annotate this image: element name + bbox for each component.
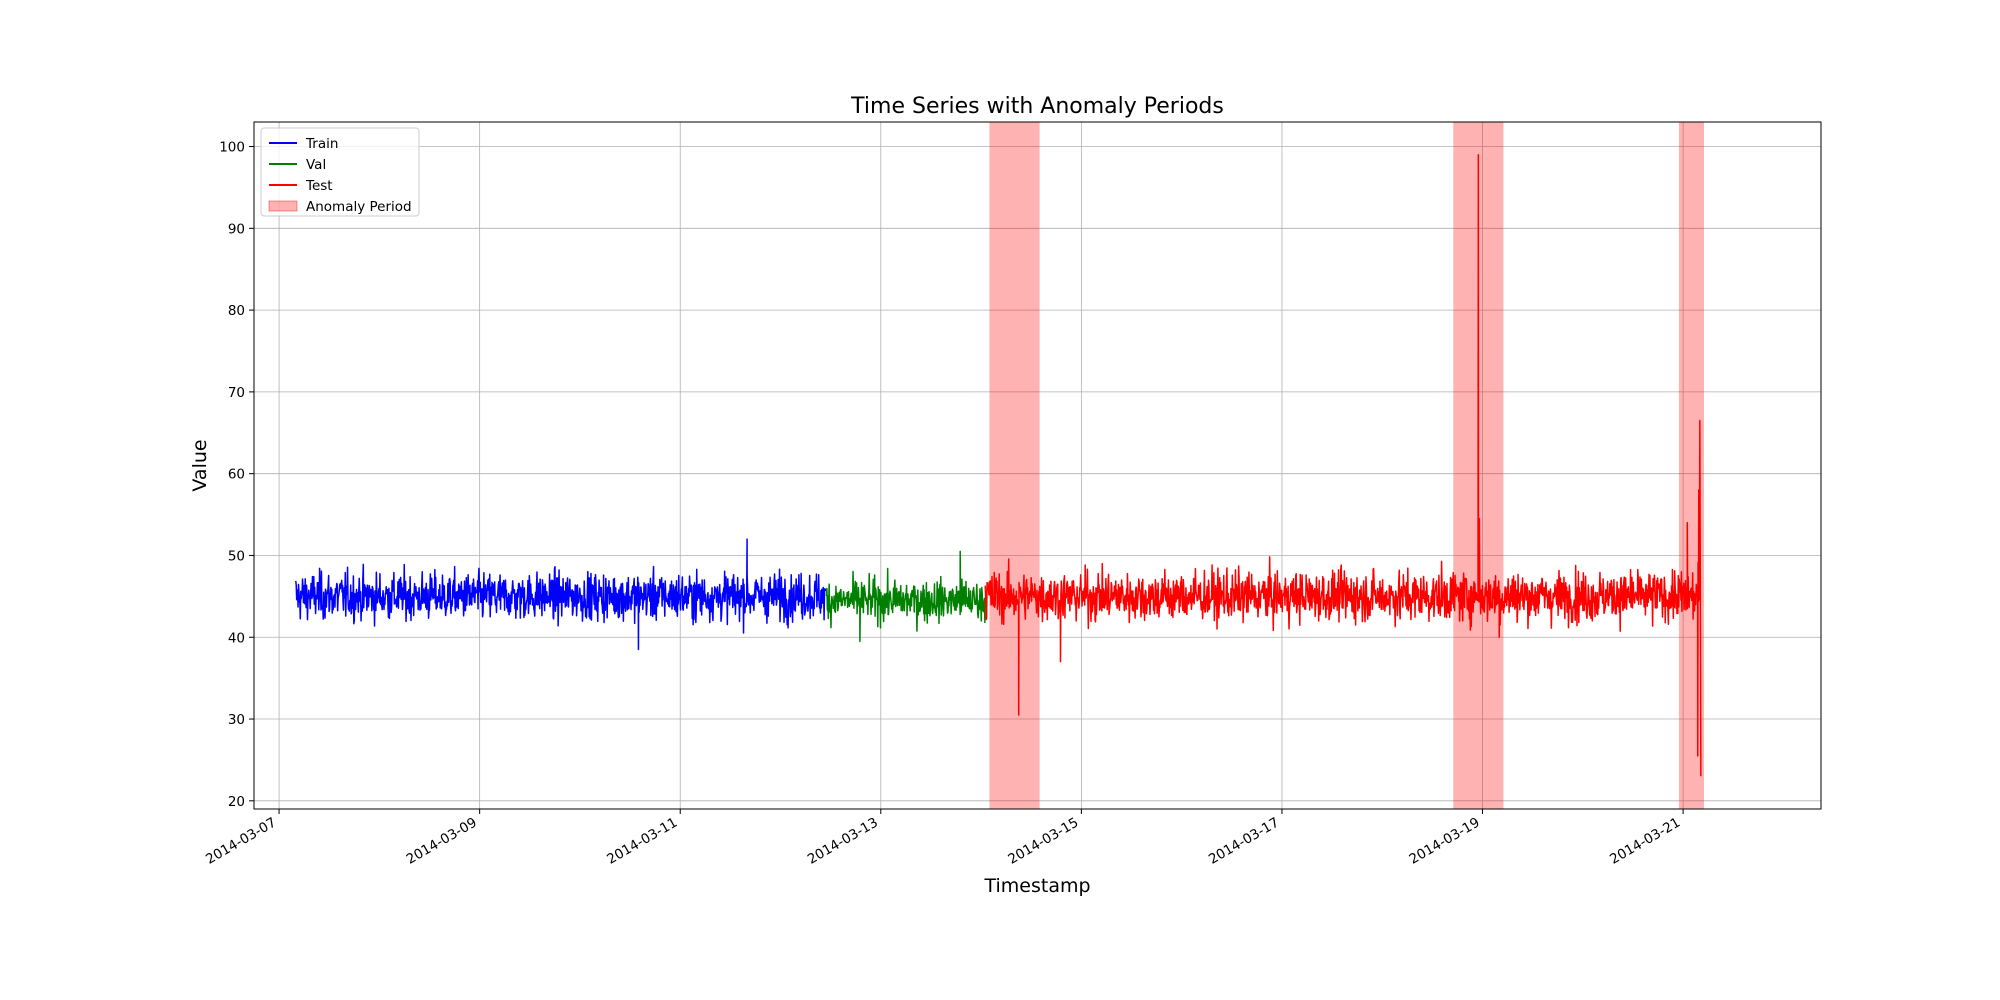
y-tick-label: 30 [228, 712, 245, 728]
y-tick-label: 60 [228, 467, 245, 483]
y-tick-label: 80 [228, 303, 245, 319]
legend-label: Train [305, 136, 338, 152]
y-tick-label: 50 [228, 548, 245, 564]
y-tick-label: 70 [228, 385, 245, 401]
x-tick-label: 2014-03-13 [805, 815, 881, 868]
legend: Train Val Test Anomaly Period [260, 127, 420, 217]
y-tick-label: 20 [228, 794, 245, 810]
x-axis-ticks: 2014-03-07 2014-03-09 2014-03-11 2014-03-13… [203, 809, 1684, 868]
x-tick-label: 2014-03-19 [1407, 815, 1483, 868]
legend-box [260, 127, 420, 217]
x-tick-label: 2014-03-11 [604, 815, 680, 868]
chart-title: Time Series with Anomaly Periods [850, 94, 1224, 119]
series-line-val [825, 550, 986, 643]
plot-frame [253, 121, 1822, 810]
x-tick-label: 2014-03-15 [1005, 815, 1081, 868]
x-tick-label: 2014-03-09 [404, 815, 480, 868]
y-axis-ticks: 20 30 40 50 60 70 80 90 100 [219, 140, 254, 810]
legend-label: Anomaly Period [306, 199, 412, 215]
series-line-train [295, 538, 828, 651]
legend-swatch-anomaly [268, 200, 298, 212]
y-tick-label: 40 [228, 630, 245, 646]
grid-lines [254, 122, 1821, 809]
series-line-test [984, 153, 1702, 777]
y-tick-label: 90 [228, 221, 245, 237]
anomaly-periods [989, 122, 1704, 809]
legend-label: Val [306, 157, 326, 173]
anomaly-period-span [989, 122, 1040, 809]
series-lines [295, 153, 1702, 777]
y-axis-label: Value [189, 439, 211, 491]
y-tick-label: 100 [219, 140, 245, 156]
x-tick-label: 2014-03-21 [1607, 815, 1683, 868]
legend-label: Test [305, 178, 333, 194]
x-tick-label: 2014-03-07 [203, 815, 279, 868]
x-tick-label: 2014-03-17 [1206, 815, 1282, 868]
x-axis-label: Timestamp [983, 875, 1090, 897]
